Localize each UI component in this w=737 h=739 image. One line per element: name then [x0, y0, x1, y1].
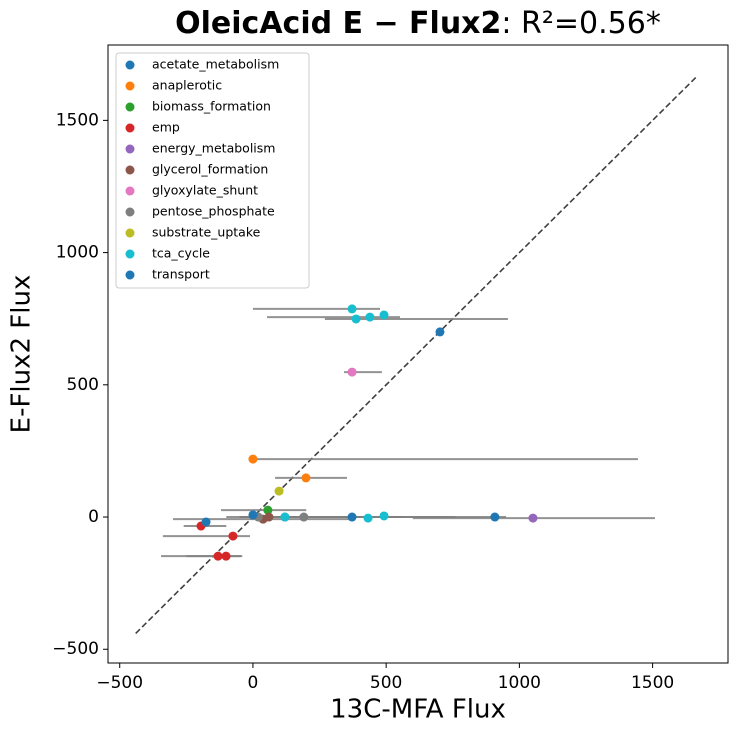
- point: [490, 512, 500, 522]
- legend-marker: [125, 102, 135, 112]
- legend-label: tca_cycle: [152, 246, 210, 261]
- point: [201, 517, 211, 527]
- point: [363, 513, 373, 523]
- y-tick-label: 1500: [56, 110, 99, 130]
- point: [365, 312, 375, 322]
- legend-label: substrate_uptake: [152, 225, 261, 240]
- point: [379, 310, 389, 320]
- point: [213, 551, 223, 561]
- legend-box: [115, 52, 310, 289]
- point: [263, 505, 273, 515]
- y-tick-label: −500: [52, 639, 99, 659]
- point: [299, 512, 309, 522]
- x-tick-label: 500: [370, 673, 402, 693]
- title-main: OleicAcid E − Flux2: [175, 6, 501, 41]
- point: [301, 473, 311, 483]
- point: [280, 512, 290, 522]
- point: [528, 513, 538, 523]
- legend-label: emp: [152, 120, 180, 135]
- legend-label: biomass_formation: [152, 99, 271, 114]
- legend-marker: [125, 249, 135, 259]
- legend-marker: [125, 228, 135, 238]
- y-tick-label: 0: [88, 507, 99, 527]
- point: [379, 511, 389, 521]
- legend-label: acetate_metabolism: [152, 57, 279, 72]
- legend-marker: [125, 165, 135, 175]
- chart-title: OleicAcid E − Flux2: R²=0.56*: [175, 6, 661, 41]
- x-tick-label: 1000: [498, 673, 541, 693]
- x-tick-label: −500: [96, 673, 143, 693]
- point: [248, 454, 258, 464]
- point: [347, 304, 357, 314]
- y-tick-label: 1000: [56, 243, 99, 263]
- legend-label: transport: [152, 267, 210, 282]
- point: [228, 531, 238, 541]
- y-axis-label: E-Flux2 Flux: [7, 275, 37, 434]
- legend-label: anaplerotic: [152, 78, 222, 93]
- point: [221, 551, 231, 561]
- legend-label: pentose_phosphate: [152, 204, 275, 219]
- legend-marker: [125, 60, 135, 70]
- x-tick-label: 1500: [631, 673, 674, 693]
- point: [435, 327, 445, 337]
- legend-marker: [125, 186, 135, 196]
- legend-marker: [125, 81, 135, 91]
- point: [351, 314, 361, 324]
- title-stat: : R²=0.56*: [501, 6, 660, 41]
- x-tick-label: 0: [248, 673, 259, 693]
- legend-label: energy_metabolism: [152, 141, 275, 156]
- legend-marker: [125, 270, 135, 280]
- legend-label: glycerol_formation: [152, 162, 268, 177]
- point: [274, 486, 284, 496]
- y-tick-label: 500: [67, 375, 99, 395]
- reference-line: [135, 74, 699, 634]
- point: [248, 510, 258, 520]
- legend-marker: [125, 123, 135, 133]
- legend-marker: [125, 207, 135, 217]
- point: [264, 512, 274, 522]
- plot-frame: [107, 44, 729, 664]
- legend-label: glyoxylate_shunt: [152, 183, 258, 198]
- point: [347, 512, 357, 522]
- legend-marker: [125, 144, 135, 154]
- point: [347, 367, 357, 377]
- x-axis-label: 13C-MFA Flux: [330, 695, 506, 725]
